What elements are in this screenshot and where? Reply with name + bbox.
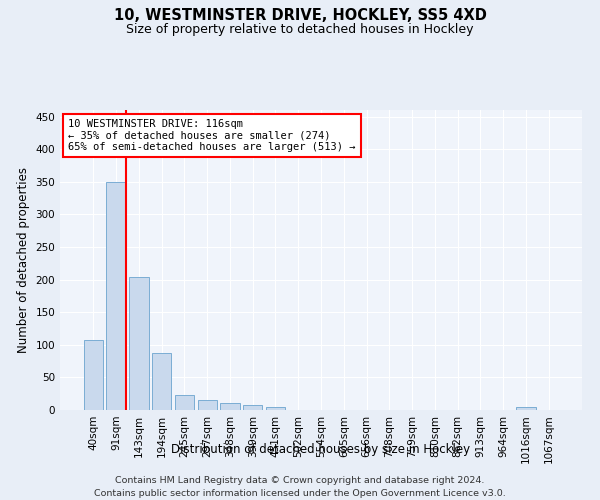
Bar (243, 406, 262, 410)
Text: 10 WESTMINSTER DRIVE: 116sqm
← 35% of detached houses are smaller (274)
65% of s: 10 WESTMINSTER DRIVE: 116sqm ← 35% of de… (68, 119, 355, 152)
Text: Contains HM Land Registry data © Crown copyright and database right 2024.: Contains HM Land Registry data © Crown c… (115, 476, 485, 485)
Text: 10, WESTMINSTER DRIVE, HOCKLEY, SS5 4XD: 10, WESTMINSTER DRIVE, HOCKLEY, SS5 4XD (113, 8, 487, 22)
Text: Contains public sector information licensed under the Open Government Licence v3: Contains public sector information licen… (94, 489, 506, 498)
Bar (266, 406, 285, 410)
Text: Size of property relative to detached houses in Hockley: Size of property relative to detached ho… (126, 22, 474, 36)
Bar (175, 395, 194, 410)
Bar (152, 352, 172, 410)
Bar (220, 404, 239, 410)
Text: Distribution of detached houses by size in Hockley: Distribution of detached houses by size … (172, 442, 470, 456)
Bar (516, 408, 536, 410)
Bar (197, 400, 217, 410)
Bar (129, 277, 149, 410)
Bar (84, 340, 103, 410)
Bar (106, 182, 126, 410)
Y-axis label: Number of detached properties: Number of detached properties (17, 167, 30, 353)
